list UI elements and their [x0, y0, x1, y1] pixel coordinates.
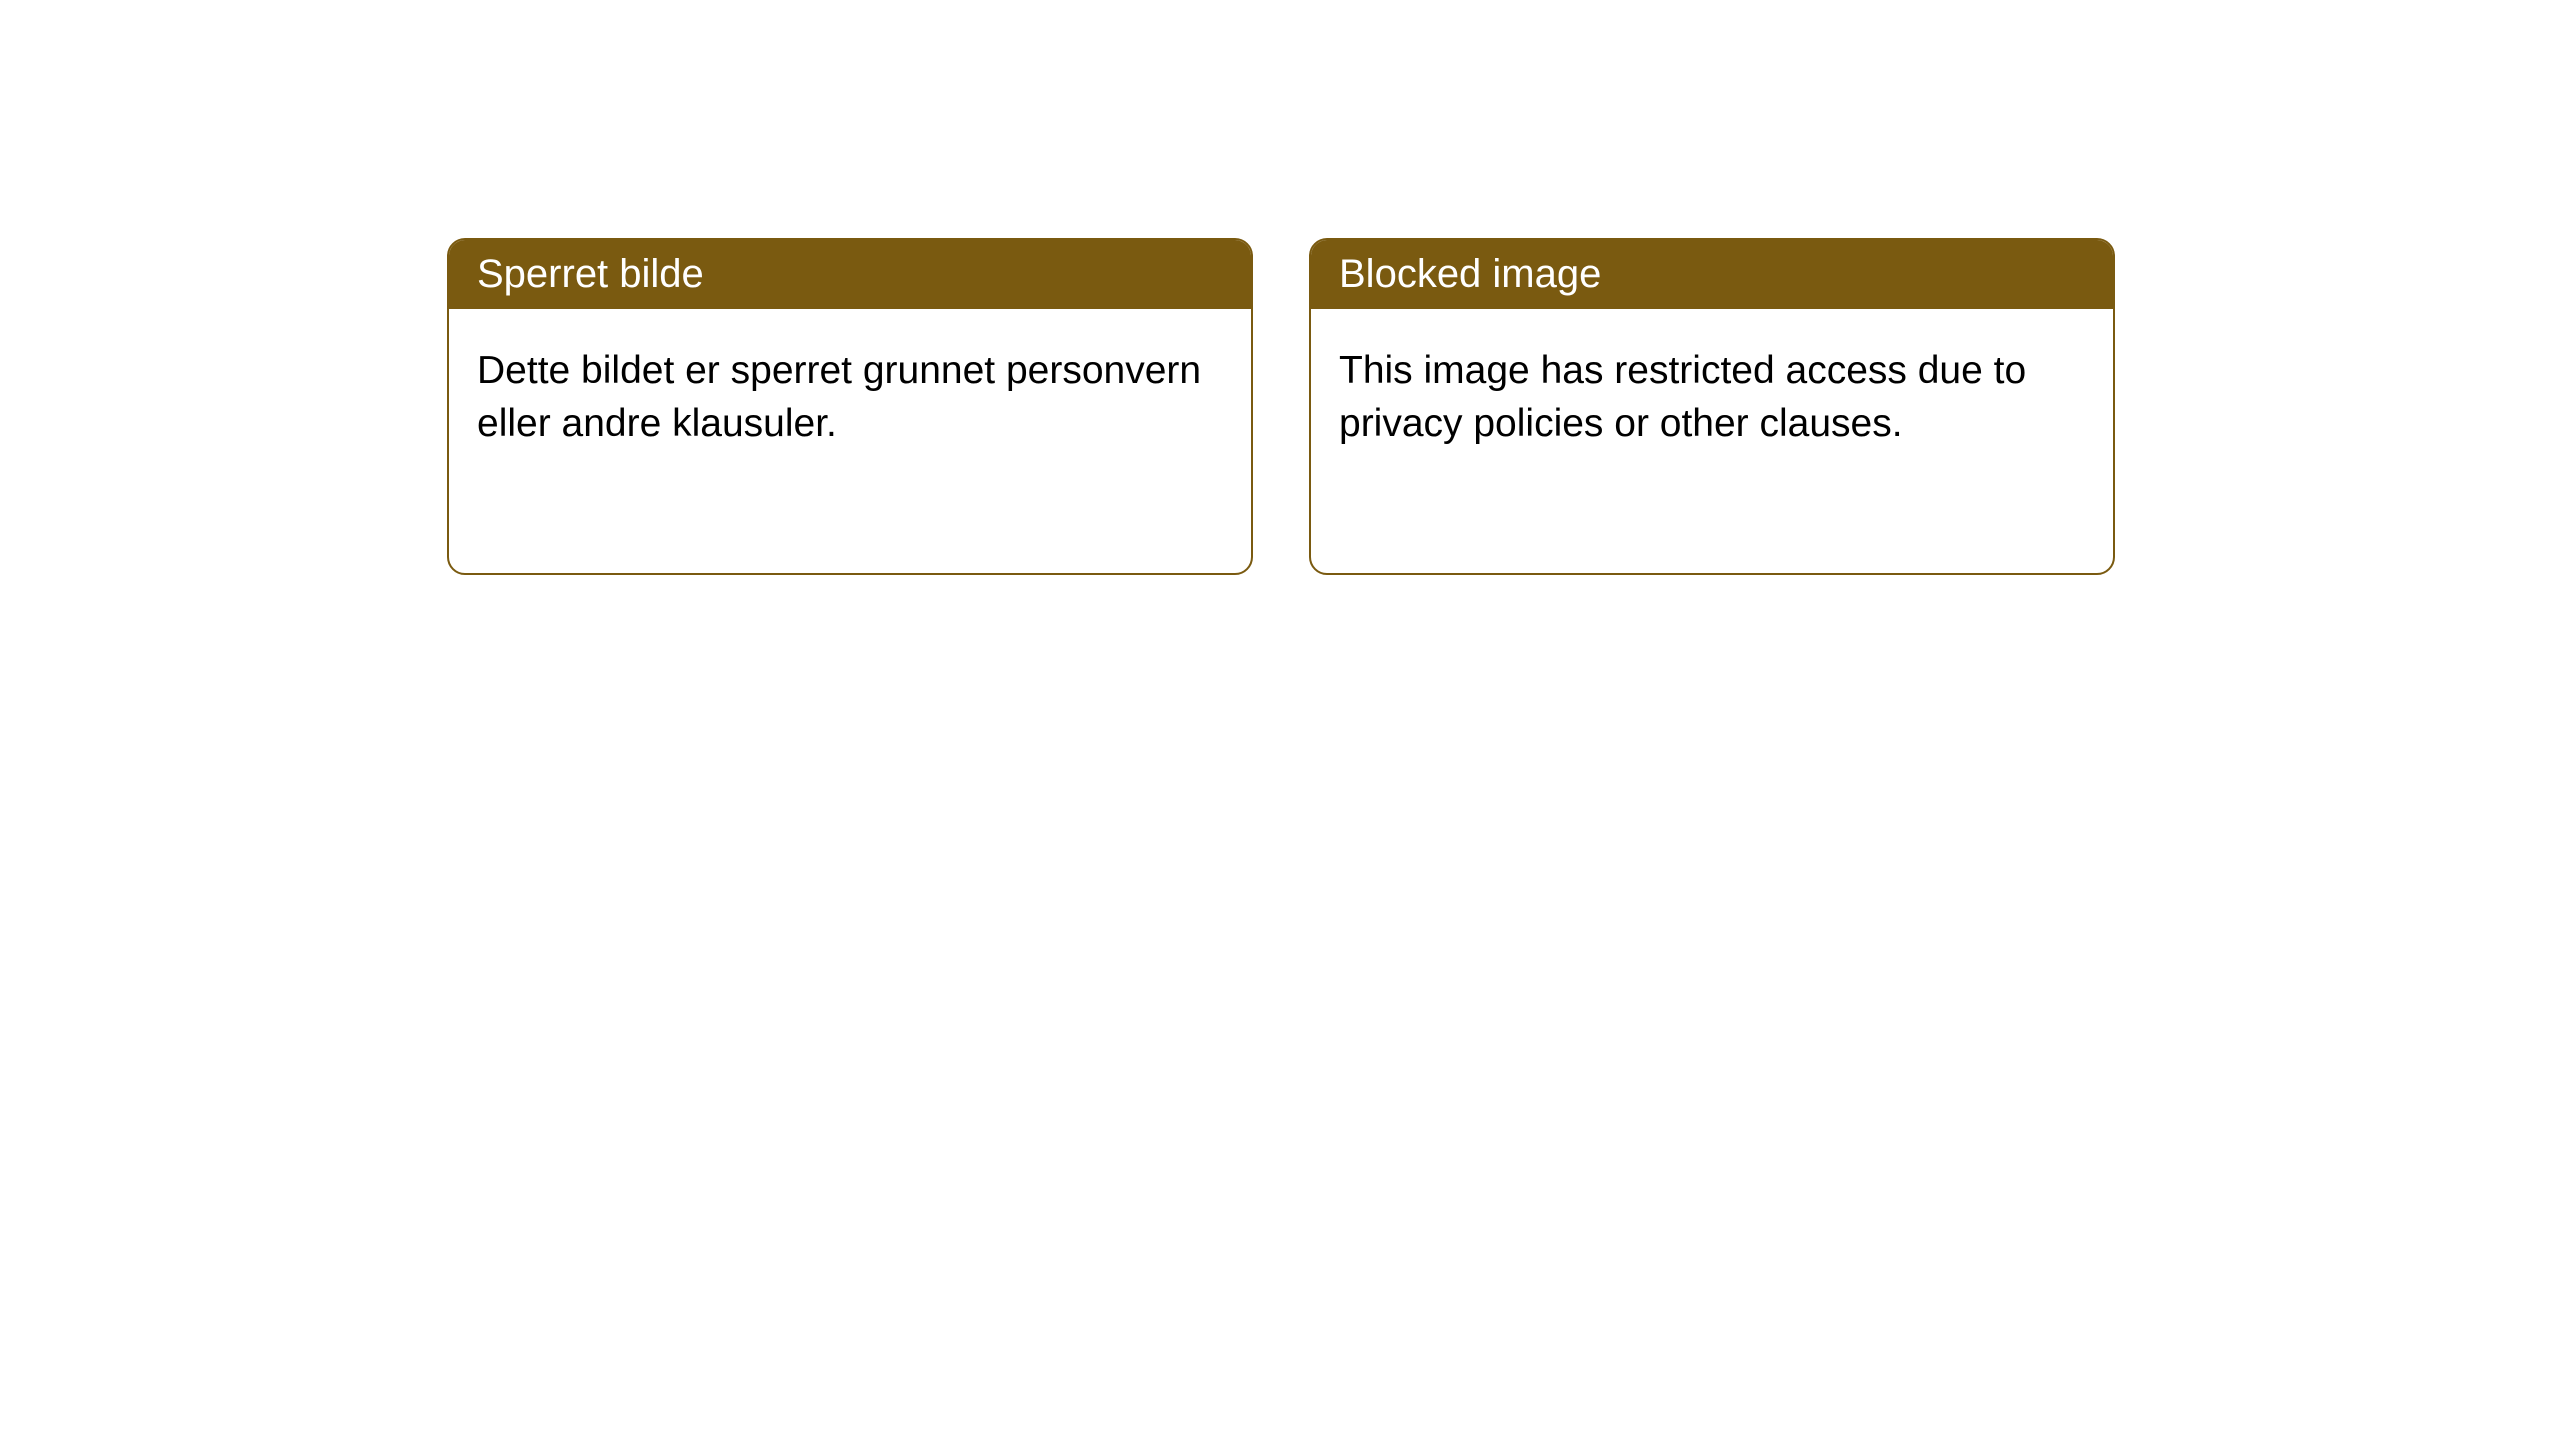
notice-body-english: This image has restricted access due to …: [1311, 309, 2113, 573]
notice-header-english: Blocked image: [1311, 240, 2113, 309]
notice-body-norwegian: Dette bildet er sperret grunnet personve…: [449, 309, 1251, 573]
notice-container: Sperret bilde Dette bildet er sperret gr…: [447, 238, 2115, 575]
notice-header-norwegian: Sperret bilde: [449, 240, 1251, 309]
notice-box-english: Blocked image This image has restricted …: [1309, 238, 2115, 575]
notice-box-norwegian: Sperret bilde Dette bildet er sperret gr…: [447, 238, 1253, 575]
